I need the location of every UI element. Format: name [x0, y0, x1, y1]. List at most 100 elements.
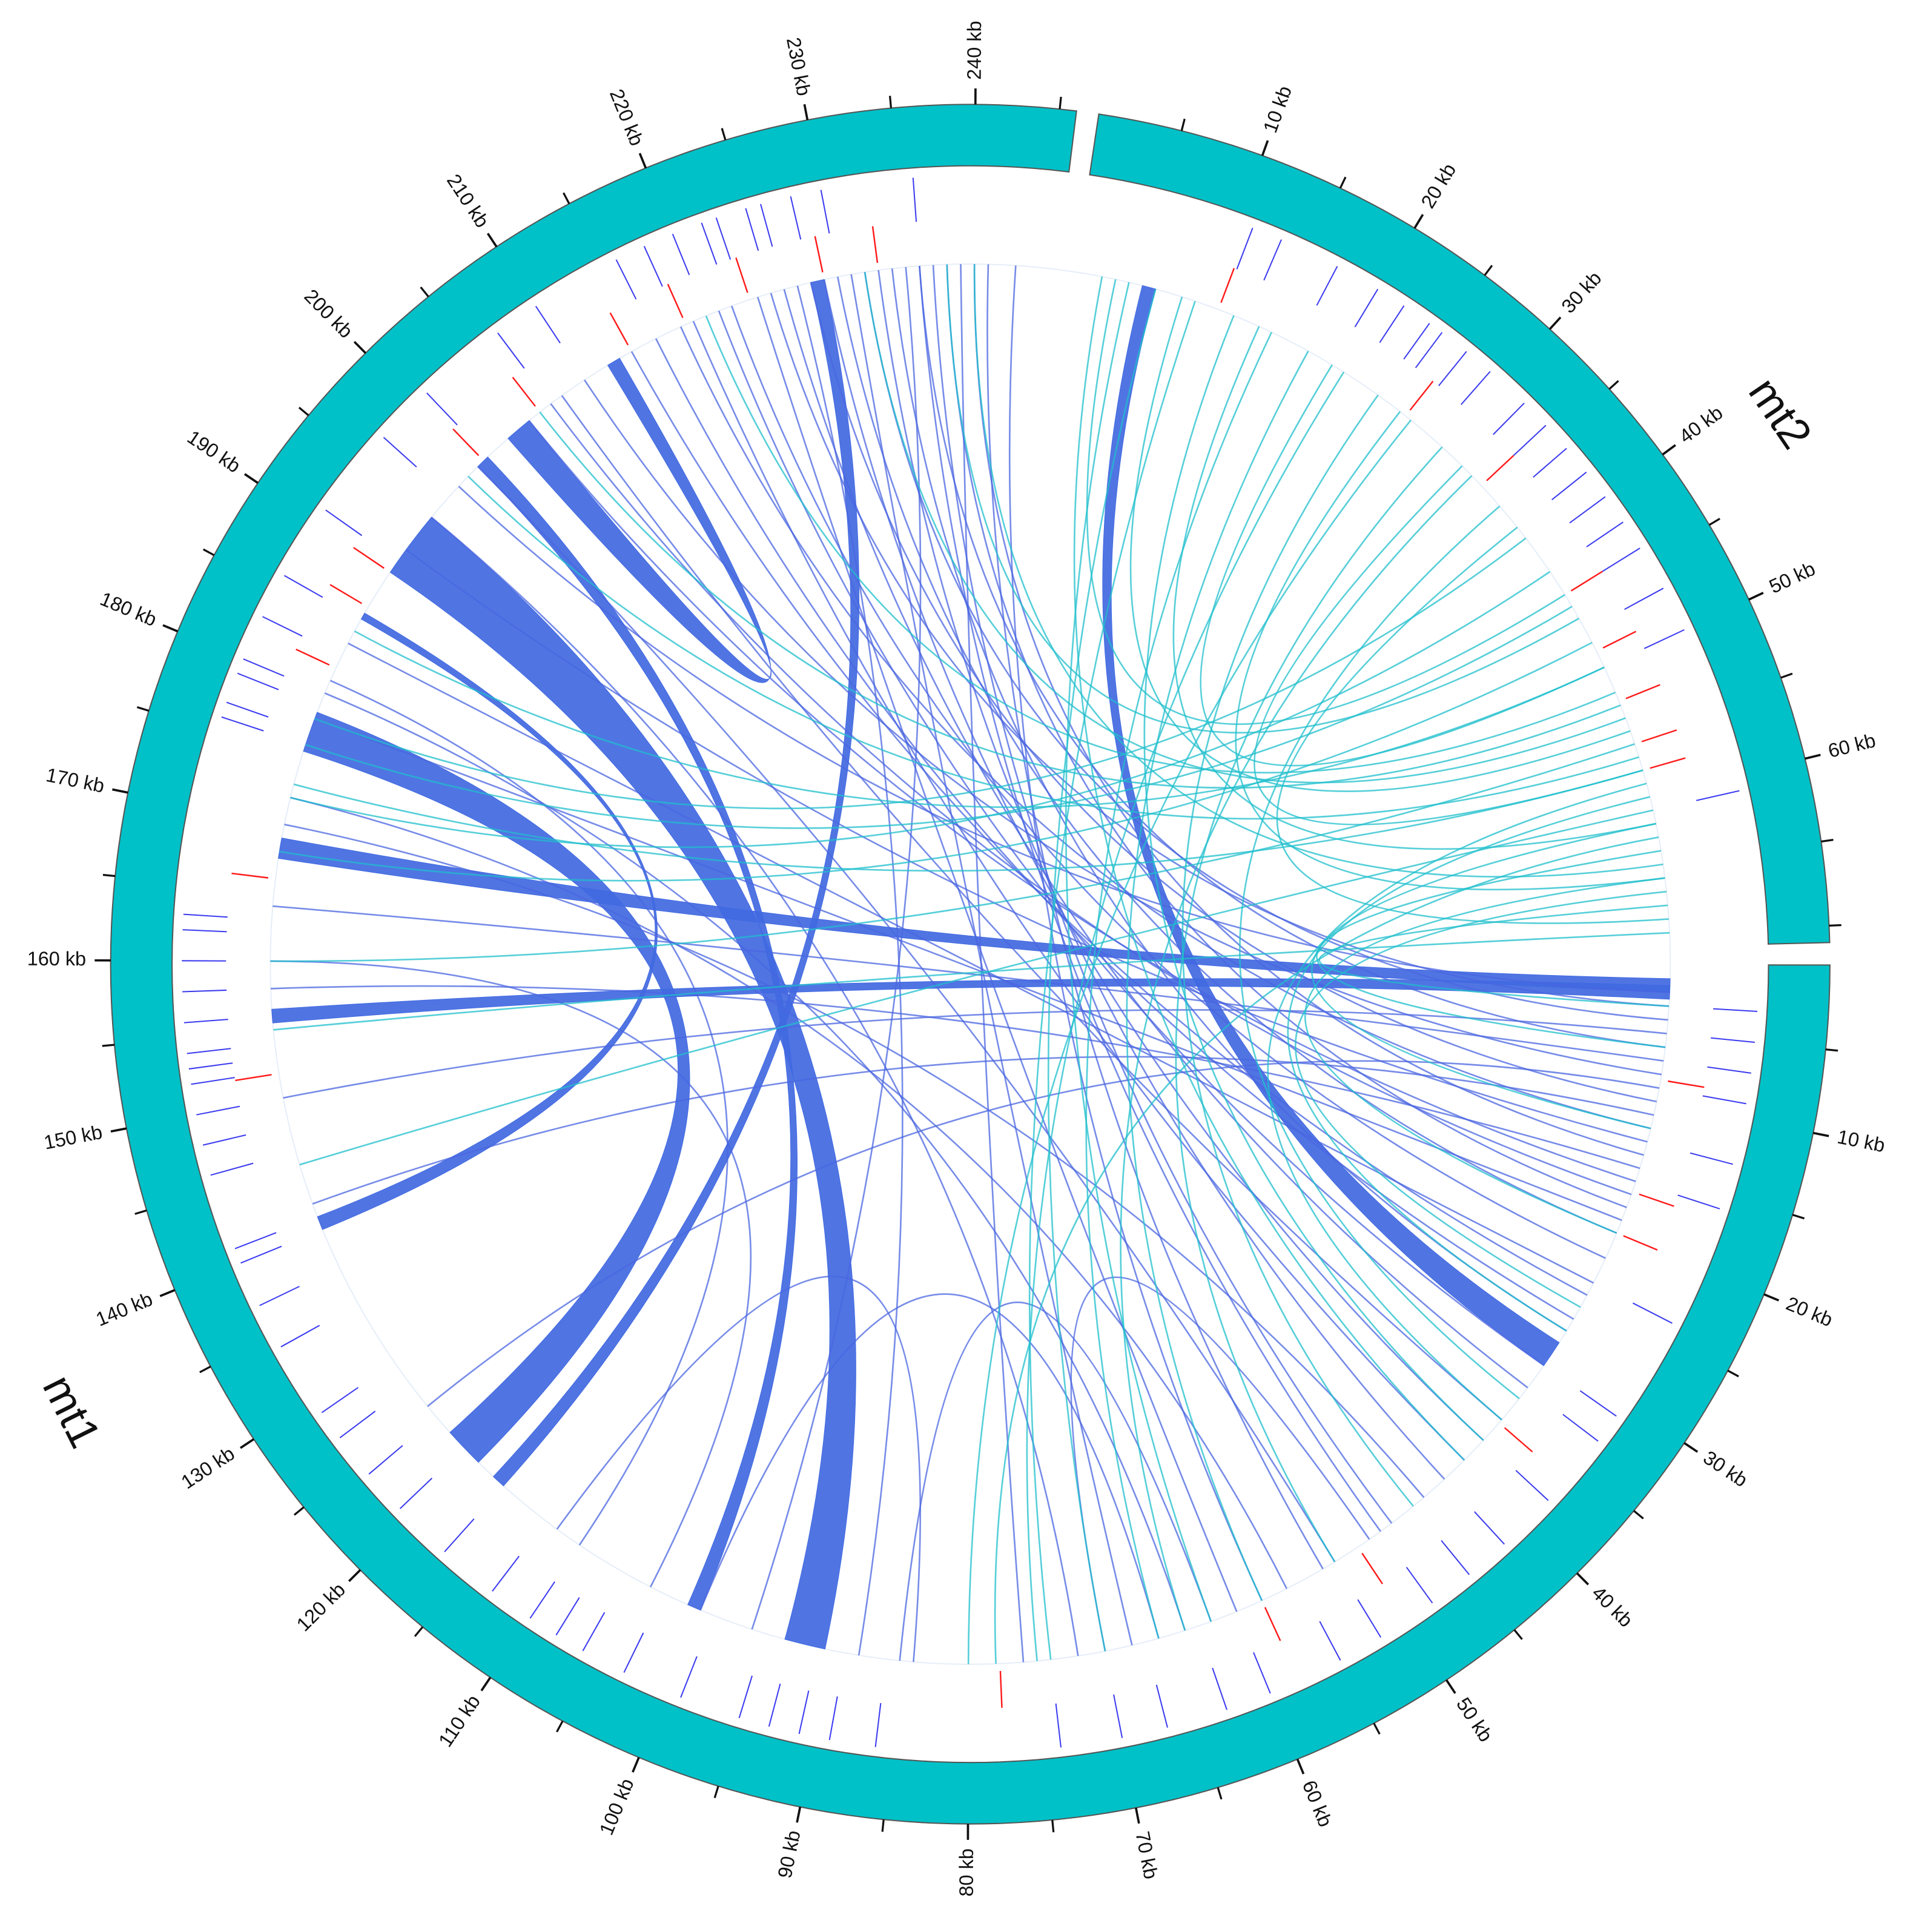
link — [837, 276, 1617, 1234]
gene-tick — [1569, 496, 1606, 524]
link — [994, 836, 1659, 1664]
major-tick — [1763, 1293, 1780, 1302]
major-tick — [1683, 1442, 1699, 1453]
link — [1200, 364, 1605, 767]
marker-tick — [231, 872, 269, 879]
link — [283, 1009, 1667, 1099]
minor-tick — [881, 1819, 885, 1832]
link — [427, 1060, 1660, 1408]
link — [1026, 371, 1345, 1661]
gene-tick — [183, 1019, 228, 1024]
major-tick — [112, 788, 128, 794]
gene-tick — [701, 222, 718, 265]
tick-label: 190 kb — [183, 426, 245, 477]
link — [1065, 282, 1212, 1622]
major-tick — [1413, 214, 1424, 229]
gene-tick — [1493, 402, 1525, 435]
marker-tick — [1220, 268, 1235, 303]
tick-label: 120 kb — [292, 1578, 349, 1635]
link — [796, 285, 903, 1656]
marker-tick — [1639, 1193, 1674, 1207]
marker-tick — [1602, 630, 1637, 649]
gene-tick — [243, 658, 285, 677]
minor-tick — [102, 1044, 115, 1047]
marker-tick — [1264, 1607, 1281, 1641]
links — [269, 263, 1671, 1665]
gene-tick — [226, 701, 269, 718]
minor-tick — [1780, 672, 1793, 679]
gene-tick — [426, 392, 458, 426]
major-tick — [1576, 1572, 1590, 1586]
gene-tick — [1357, 1599, 1382, 1638]
gene-tick — [1643, 629, 1685, 649]
tick-label: 170 kb — [44, 764, 107, 797]
link — [705, 316, 1616, 774]
link — [1073, 276, 1465, 1461]
gene-tick — [1513, 425, 1547, 456]
link — [899, 1302, 1212, 1661]
gene-tick — [280, 1325, 320, 1348]
gene-tick — [1624, 587, 1664, 610]
link — [329, 680, 728, 1546]
chromosome-label: mt2 — [1739, 369, 1821, 457]
major-tick — [632, 1757, 640, 1773]
link — [1310, 822, 1656, 1130]
tick-label: 210 kb — [443, 170, 494, 231]
gene-tick — [368, 1444, 403, 1475]
link — [864, 272, 1626, 784]
tick-label: 140 kb — [93, 1288, 156, 1331]
gene-tick — [1155, 1684, 1168, 1728]
link — [692, 320, 1465, 1461]
link — [1126, 351, 1309, 1601]
major-tick — [1445, 1679, 1456, 1694]
link — [273, 905, 1664, 1062]
gene-tick — [672, 233, 690, 276]
tick-label: 30 kb — [1699, 1446, 1751, 1491]
link — [1085, 331, 1272, 1639]
gene-tick — [1319, 1621, 1341, 1661]
major-tick — [796, 1807, 802, 1823]
gene-tick — [680, 1656, 698, 1698]
marker-tick — [735, 257, 748, 293]
gene-tick — [1113, 1694, 1123, 1738]
link — [699, 1293, 1160, 1639]
minor-tick — [293, 1506, 305, 1516]
marker-tick — [1668, 1080, 1705, 1088]
gene-tick — [188, 1062, 233, 1070]
link — [1129, 296, 1631, 792]
gene-tick — [1602, 548, 1640, 572]
marker-tick — [329, 584, 363, 604]
link — [556, 1275, 922, 1662]
tick-label: 80 kb — [956, 1848, 977, 1896]
minor-tick — [1373, 1722, 1381, 1735]
minor-tick — [202, 548, 215, 557]
gene-tick — [492, 1555, 520, 1592]
major-tick — [1662, 444, 1676, 455]
gene-tick — [1438, 351, 1467, 386]
link — [279, 641, 1593, 882]
link — [1120, 475, 1473, 1631]
link — [810, 282, 1657, 1103]
gene-tick — [1253, 1652, 1271, 1694]
link — [550, 403, 1632, 1196]
link — [1294, 890, 1667, 1308]
chromosome-band — [110, 104, 1831, 1825]
link — [757, 297, 1238, 1612]
minor-tick — [102, 873, 116, 878]
tick-label: 40 kb — [1675, 402, 1726, 448]
link — [1254, 465, 1643, 825]
link — [458, 486, 1670, 993]
gene-tick — [643, 246, 663, 287]
tick-label: 230 kb — [782, 36, 815, 98]
link — [467, 475, 1639, 820]
minor-tick — [414, 1626, 424, 1637]
major-tick — [638, 153, 647, 169]
link — [751, 266, 922, 1630]
gene-tick — [321, 1387, 359, 1414]
major-tick — [1812, 1131, 1829, 1137]
gene-tick — [1551, 471, 1587, 500]
major-tick — [1134, 1807, 1140, 1824]
link — [1008, 265, 1263, 1601]
minor-tick — [1821, 839, 1834, 843]
